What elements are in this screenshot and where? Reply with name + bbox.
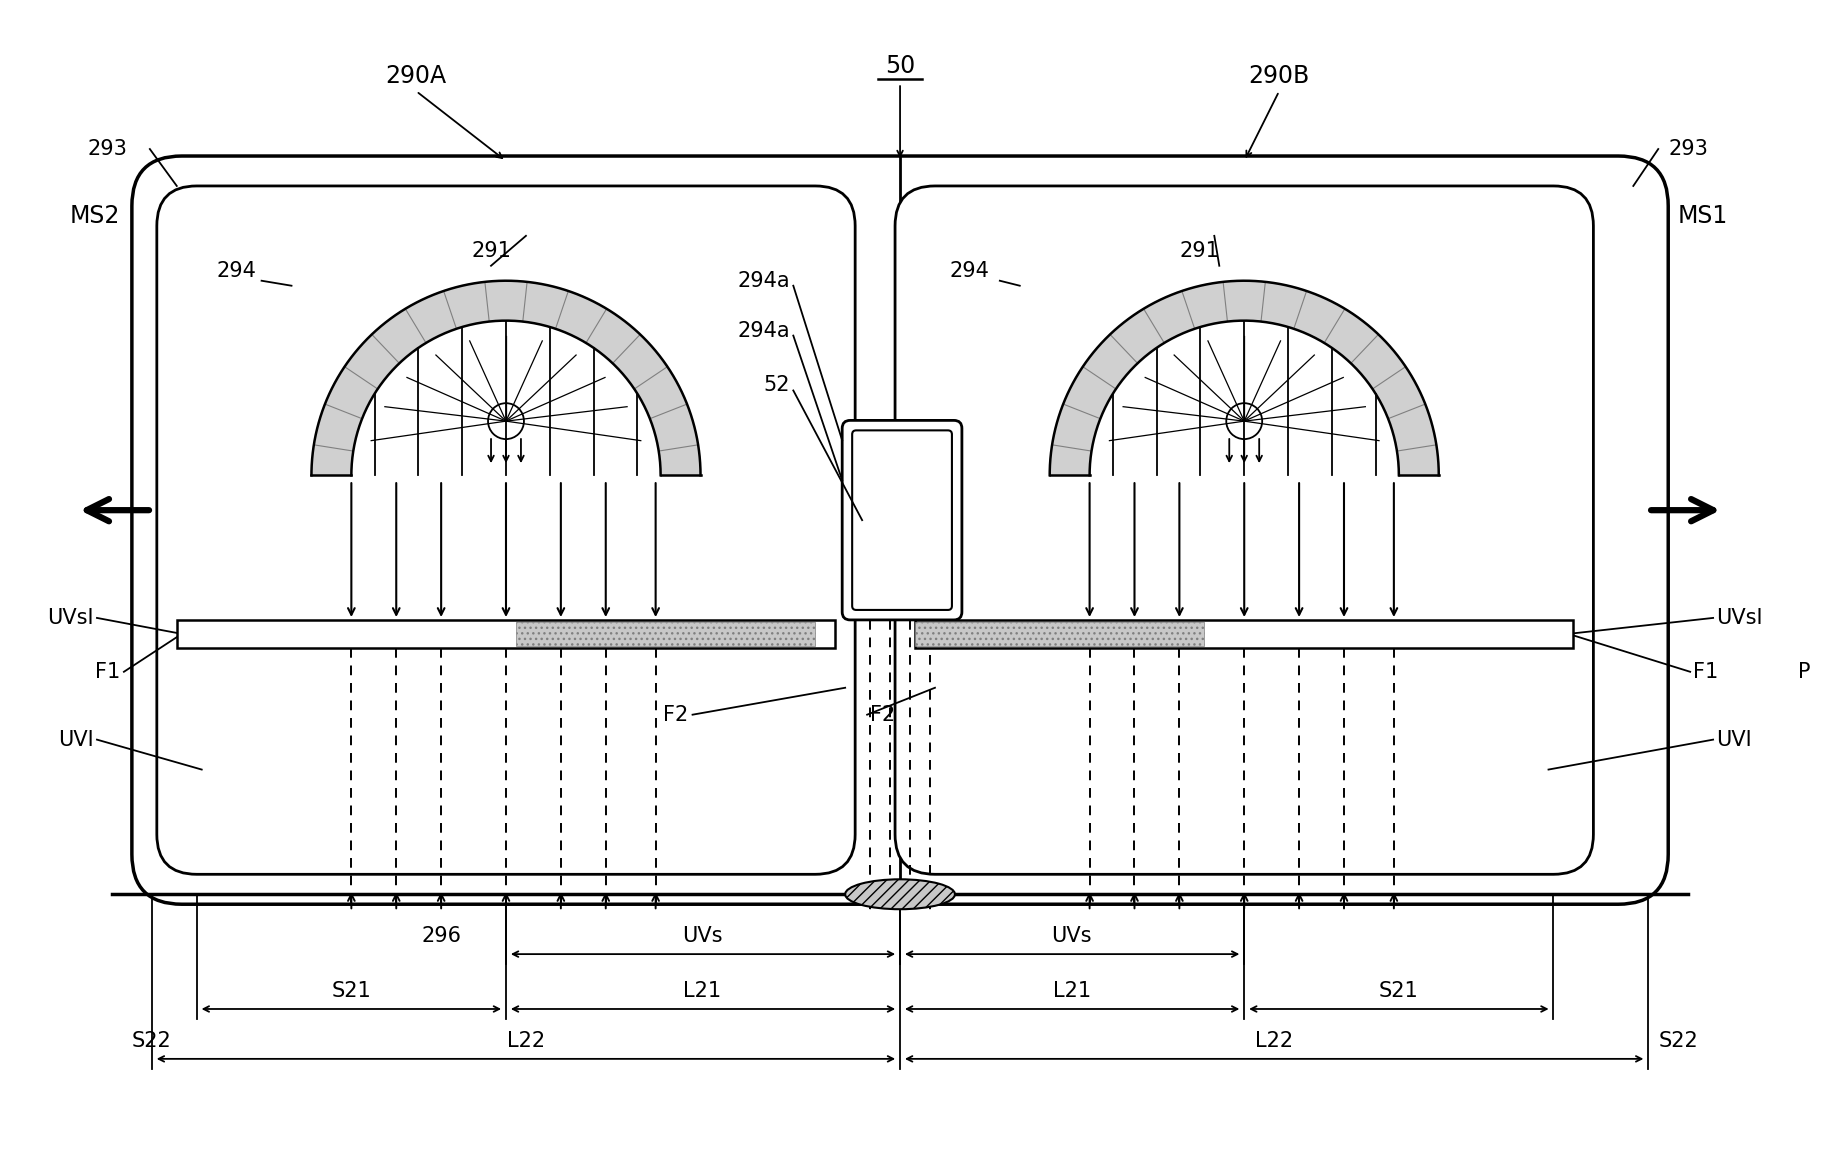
Text: L21: L21 — [683, 981, 722, 1001]
FancyBboxPatch shape — [133, 157, 1669, 904]
Text: L22: L22 — [507, 1031, 545, 1051]
FancyBboxPatch shape — [842, 420, 962, 620]
Text: 291: 291 — [472, 241, 510, 260]
Bar — [516, 621, 816, 646]
Polygon shape — [311, 280, 700, 475]
Text: 296: 296 — [422, 926, 460, 946]
Text: S21: S21 — [332, 981, 372, 1001]
Text: UVI: UVI — [1717, 730, 1752, 750]
Text: UVsI: UVsI — [48, 607, 94, 628]
Text: 294a: 294a — [737, 320, 790, 341]
Text: F2: F2 — [869, 704, 895, 724]
Text: S22: S22 — [133, 1031, 171, 1051]
Text: 294a: 294a — [737, 271, 790, 291]
Text: 294: 294 — [217, 260, 256, 280]
FancyBboxPatch shape — [157, 186, 855, 875]
Text: S22: S22 — [1658, 1031, 1698, 1051]
Text: F2: F2 — [663, 704, 689, 724]
Bar — [915, 621, 1205, 646]
Text: 294: 294 — [950, 260, 989, 280]
Text: 290B: 290B — [1249, 64, 1310, 89]
Text: UVs: UVs — [682, 926, 722, 946]
Bar — [915, 620, 1573, 648]
Ellipse shape — [845, 880, 954, 909]
Text: UVI: UVI — [59, 730, 94, 750]
Bar — [177, 620, 834, 648]
Text: 291: 291 — [1179, 241, 1219, 260]
Text: UVs: UVs — [1052, 926, 1092, 946]
Text: 293: 293 — [87, 139, 127, 159]
Text: MS1: MS1 — [1678, 204, 1728, 228]
Text: L21: L21 — [1052, 981, 1090, 1001]
FancyBboxPatch shape — [853, 430, 952, 610]
Text: L22: L22 — [1254, 1031, 1293, 1051]
Text: UVsI: UVsI — [1717, 607, 1763, 628]
FancyBboxPatch shape — [895, 186, 1593, 875]
Text: MS2: MS2 — [70, 204, 120, 228]
Text: F1: F1 — [1693, 662, 1719, 682]
Text: 50: 50 — [884, 54, 915, 78]
Polygon shape — [1050, 280, 1439, 475]
Text: F1: F1 — [94, 662, 120, 682]
Text: 52: 52 — [764, 375, 790, 396]
Text: S21: S21 — [1380, 981, 1418, 1001]
Text: 293: 293 — [1669, 139, 1708, 159]
Text: 290A: 290A — [385, 64, 448, 89]
Text: P: P — [1798, 662, 1811, 682]
